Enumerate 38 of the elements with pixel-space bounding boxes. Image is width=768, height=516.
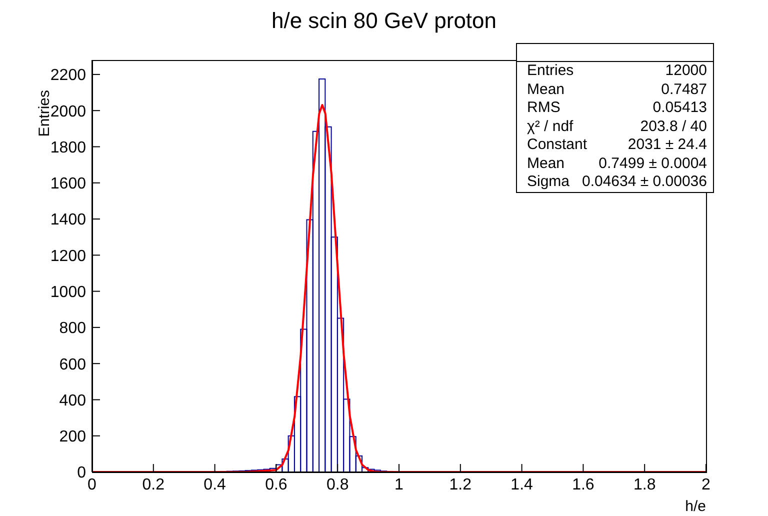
annotation: Constant <box>527 136 588 154</box>
x-tick-label: 0.6 <box>265 476 288 494</box>
y-tick-label: 800 <box>59 320 86 338</box>
x-tick-label: 1.2 <box>449 476 472 494</box>
annotation: 203.8 / 40 <box>640 118 707 136</box>
y-tick-label: 1000 <box>50 284 86 301</box>
x-tick-label: 2 <box>702 476 711 494</box>
annotation: Entries <box>527 62 574 80</box>
y-tick-label: 400 <box>59 392 86 410</box>
annotation: 12000 <box>665 62 707 80</box>
annotation: 0.05413 <box>652 99 707 118</box>
x-tick-label: 1 <box>394 476 404 494</box>
annotation: 0.7499 ± 0.0004 <box>598 154 707 173</box>
annotation: Mean <box>527 154 565 173</box>
y-tick-label: 600 <box>59 356 86 374</box>
annotation: χ² / ndf <box>527 118 574 136</box>
y-tick-label: 1800 <box>50 139 86 156</box>
annotation: 0.7487 <box>661 80 707 99</box>
annotation: RMS <box>527 99 560 118</box>
y-tick-label: 2000 <box>50 103 86 120</box>
x-tick-label: 1.8 <box>633 476 656 494</box>
x-tick-label: 1.6 <box>572 476 594 494</box>
y-tick-label: 0 <box>77 464 86 482</box>
y-tick-label: 2200 <box>50 67 86 84</box>
annotation: 0.04634 ± 0.00036 <box>582 173 707 192</box>
y-tick-label: 1600 <box>50 176 86 193</box>
y-tick-label: 200 <box>59 428 86 446</box>
annotation: 2031 ± 24.4 <box>628 136 707 154</box>
y-tick-label: 1200 <box>50 248 86 265</box>
x-axis-title: h/e <box>685 498 706 515</box>
y-tick-label: 1400 <box>50 212 86 229</box>
annotation: Mean <box>527 80 565 99</box>
x-tick-label: 0.8 <box>326 476 349 494</box>
x-tick-label: 0.2 <box>142 476 165 494</box>
annotation: Sigma <box>527 173 570 192</box>
x-tick-label: 1.4 <box>510 476 534 494</box>
chart-title: h/e scin 80 GeV proton <box>270 8 498 34</box>
x-tick-label: 0.4 <box>204 476 226 494</box>
